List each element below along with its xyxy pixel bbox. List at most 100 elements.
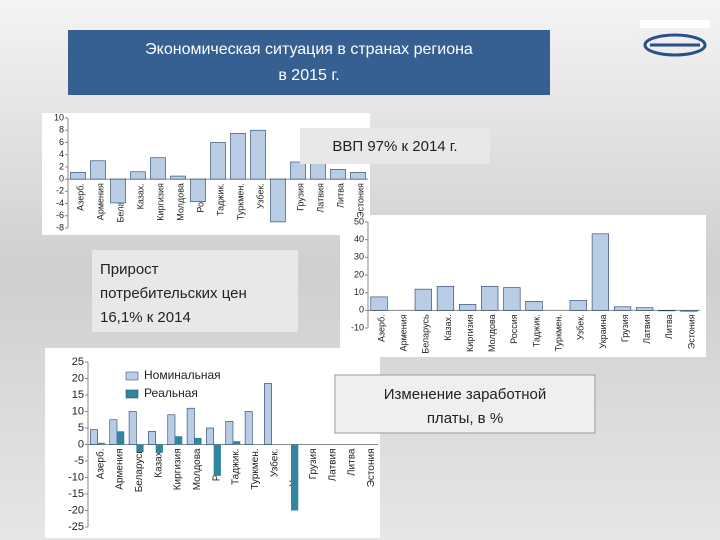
bar <box>136 444 144 453</box>
y-tick-label: 4 <box>59 149 64 159</box>
x-tick-label: Литва <box>347 448 358 476</box>
bar <box>167 414 176 445</box>
bar <box>680 310 698 312</box>
x-tick-label: Киргизия <box>173 449 184 491</box>
bar <box>206 427 214 445</box>
y-tick-label: 50 <box>354 216 364 226</box>
caption-box <box>92 250 298 332</box>
text-line: Прирост <box>100 261 159 278</box>
bar <box>70 172 86 180</box>
y-tick-label: 20 <box>72 372 84 384</box>
y-tick-label: -20 <box>68 504 84 516</box>
x-tick-label: Беларусь <box>421 314 431 354</box>
caption-box <box>334 374 596 434</box>
y-tick-label: 0 <box>78 438 84 450</box>
x-tick-label: Казах. <box>135 183 145 209</box>
legend-label: Реальная <box>144 386 198 400</box>
bar <box>130 171 146 180</box>
bar <box>128 411 137 445</box>
y-tick-label: -8 <box>56 222 64 232</box>
x-tick-label: Азерб. <box>75 183 85 211</box>
x-tick-label: Грузия <box>308 449 319 480</box>
bar <box>270 178 286 223</box>
x-tick-label: Молдова <box>487 314 497 352</box>
x-tick-label: Туркмен. <box>250 449 261 490</box>
bar <box>213 444 221 476</box>
x-tick-label: Латвия <box>315 183 325 213</box>
bar <box>148 430 156 445</box>
bar <box>117 431 125 445</box>
x-tick-label: Молдова <box>192 448 203 490</box>
bar <box>150 157 166 180</box>
bar <box>569 300 587 311</box>
y-tick-label: 10 <box>354 287 364 297</box>
bar <box>225 421 234 445</box>
y-tick-label: 8 <box>59 125 64 135</box>
x-tick-label: Литва <box>664 314 674 339</box>
bar <box>330 169 346 180</box>
bar <box>170 175 186 180</box>
bar <box>658 310 676 312</box>
x-tick-label: Эстония <box>355 183 365 218</box>
x-tick-label: Грузия <box>295 183 305 211</box>
legend-swatch <box>125 389 139 399</box>
legend-swatch <box>125 371 139 381</box>
bar <box>436 286 455 311</box>
x-tick-label: Литва <box>335 183 345 208</box>
bar <box>155 444 163 453</box>
x-tick-label: Беларусь <box>134 449 145 493</box>
y-tick-label: 6 <box>59 137 64 147</box>
y-tick-label: -6 <box>56 210 64 220</box>
y-tick-label: -10 <box>351 322 364 332</box>
y-tick-label: 40 <box>354 234 364 244</box>
bar <box>291 444 299 511</box>
x-tick-label: Азерб. <box>376 314 386 342</box>
y-tick-label: -4 <box>56 198 64 208</box>
bar <box>109 419 118 445</box>
x-tick-label: Казах. <box>153 449 164 478</box>
bar <box>210 142 226 180</box>
x-tick-label: Узбек. <box>268 449 280 478</box>
x-tick-label: Узбек. <box>576 314 586 340</box>
bar <box>414 288 432 311</box>
x-tick-label: Туркмен. <box>235 183 245 220</box>
x-tick-label: Эстония <box>686 314 696 349</box>
x-tick-label: Таджик. <box>215 183 225 216</box>
x-tick-label: Киргизия <box>155 183 165 221</box>
x-tick-label: Эстония <box>366 449 377 488</box>
y-tick-label: 30 <box>354 252 364 262</box>
bar <box>350 172 366 180</box>
bar <box>90 160 106 180</box>
bar <box>290 161 306 180</box>
bar <box>370 296 388 311</box>
x-tick-label: Украина <box>598 314 608 348</box>
x-tick-label: Армения <box>115 449 126 490</box>
x-tick-label: Россия <box>509 314 519 344</box>
bar <box>244 411 253 445</box>
bar <box>458 304 477 311</box>
y-tick-label: 15 <box>72 389 84 401</box>
bar <box>190 178 206 203</box>
x-tick-label: Латвия <box>642 314 652 344</box>
caption: ВВП 97% к 2014 г. <box>332 138 457 155</box>
y-tick-label: -10 <box>68 471 84 483</box>
chart-panel <box>340 215 706 357</box>
y-tick-label: -15 <box>68 488 84 500</box>
x-tick-label: Армения <box>95 183 105 220</box>
text-line: 16,1% к 2014 <box>100 309 191 326</box>
bar <box>264 383 272 445</box>
text-line: платы, в % <box>427 410 503 427</box>
y-tick-label: 5 <box>78 422 84 434</box>
legend-label: Номинальная <box>144 368 221 382</box>
x-tick-label: Азерб. <box>94 449 106 480</box>
y-tick-label: -25 <box>68 521 84 533</box>
y-tick-label: 20 <box>354 269 364 279</box>
bar <box>233 441 241 445</box>
x-tick-label: Латвия <box>327 449 338 482</box>
bar <box>90 429 98 445</box>
bar <box>97 442 105 445</box>
x-tick-label: Таджик. <box>531 314 541 347</box>
bar <box>591 233 609 311</box>
y-tick-label: -2 <box>56 186 64 196</box>
